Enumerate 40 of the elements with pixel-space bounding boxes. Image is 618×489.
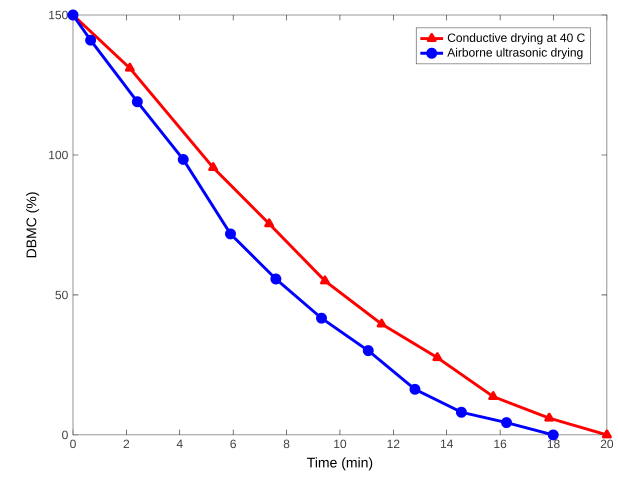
x-tick-label: 8	[284, 440, 290, 448]
x-tick-label: 10	[334, 440, 346, 448]
point	[488, 391, 498, 400]
point	[548, 429, 559, 440]
x-tick-label: 2	[124, 440, 130, 448]
point	[602, 429, 612, 438]
point	[362, 345, 374, 356]
y-tick-label: 50	[55, 290, 68, 300]
point	[124, 62, 135, 72]
x-tick-label: 4	[176, 440, 183, 448]
y-tick-label: 100	[49, 150, 68, 160]
point	[432, 352, 442, 362]
y-axis-title: DBMC (%)	[26, 192, 40, 258]
x-tick-label: 6	[230, 440, 236, 448]
x-tick-label: 12	[388, 440, 400, 448]
point	[270, 274, 282, 284]
y-tick-label: 150	[49, 10, 68, 20]
point	[68, 10, 78, 21]
point	[376, 318, 387, 328]
point	[85, 34, 96, 46]
point	[132, 96, 143, 108]
legend-label: Airborne ultrasonic drying	[447, 48, 582, 60]
point	[178, 154, 189, 165]
legend-label: Conductive drying at 40 C	[448, 33, 585, 44]
point	[208, 162, 218, 172]
x-tick-label: 16	[494, 440, 506, 448]
point	[320, 276, 330, 284]
x-tick-label: 0	[70, 440, 76, 448]
point	[409, 384, 420, 395]
x-tick-label: 14	[440, 440, 454, 448]
point	[544, 412, 554, 422]
point	[501, 417, 512, 428]
x-tick-label: 20	[600, 440, 614, 448]
x-tick-label: 18	[548, 440, 560, 448]
point	[456, 406, 467, 418]
x-axis-title: Time (min)	[307, 457, 372, 470]
point	[225, 228, 236, 240]
point	[264, 218, 274, 228]
y-tick-label: 0	[62, 430, 68, 440]
point	[316, 312, 327, 324]
